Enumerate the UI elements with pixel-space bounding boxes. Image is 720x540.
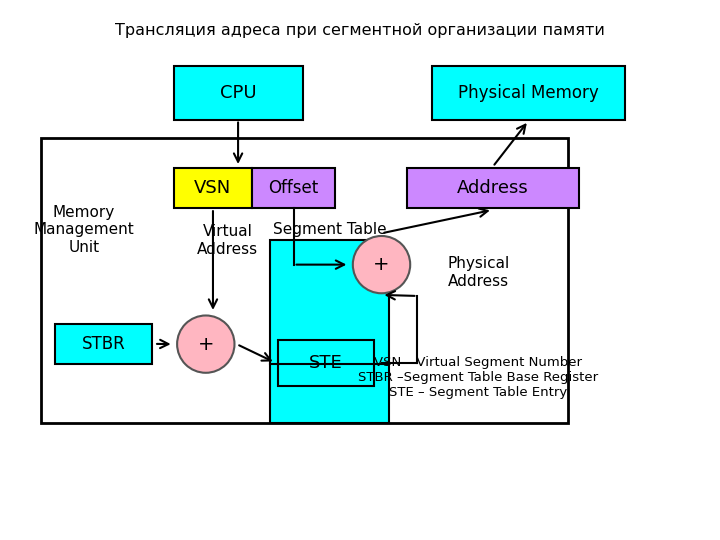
Text: Segment Table: Segment Table xyxy=(273,222,387,237)
Ellipse shape xyxy=(353,236,410,293)
Text: Virtual
Address: Virtual Address xyxy=(197,224,258,256)
Bar xyxy=(174,168,253,208)
Text: VSN – Virtual Segment Number
STBR –Segment Table Base Register
STE – Segment Tab: VSN – Virtual Segment Number STBR –Segme… xyxy=(359,356,598,399)
Bar xyxy=(432,66,626,119)
Text: CPU: CPU xyxy=(220,84,256,102)
Bar xyxy=(407,168,579,208)
Text: +: + xyxy=(373,255,390,274)
Ellipse shape xyxy=(177,315,235,373)
Text: Offset: Offset xyxy=(269,179,319,197)
Text: Memory
Management
Unit: Memory Management Unit xyxy=(34,205,134,254)
Text: Трансляция адреса при сегментной организации памяти: Трансляция адреса при сегментной организ… xyxy=(115,23,605,38)
Text: VSN: VSN xyxy=(194,179,232,197)
Bar xyxy=(174,66,302,119)
Text: Address: Address xyxy=(456,179,528,197)
Bar xyxy=(277,340,374,386)
Bar xyxy=(270,240,389,423)
Bar xyxy=(55,323,152,364)
Bar xyxy=(253,168,335,208)
Bar xyxy=(41,138,568,423)
Text: STE: STE xyxy=(309,354,343,372)
Text: +: + xyxy=(197,335,214,354)
Text: STBR: STBR xyxy=(81,335,125,353)
Text: Physical
Address: Physical Address xyxy=(447,256,510,289)
Text: Physical Memory: Physical Memory xyxy=(458,84,599,102)
